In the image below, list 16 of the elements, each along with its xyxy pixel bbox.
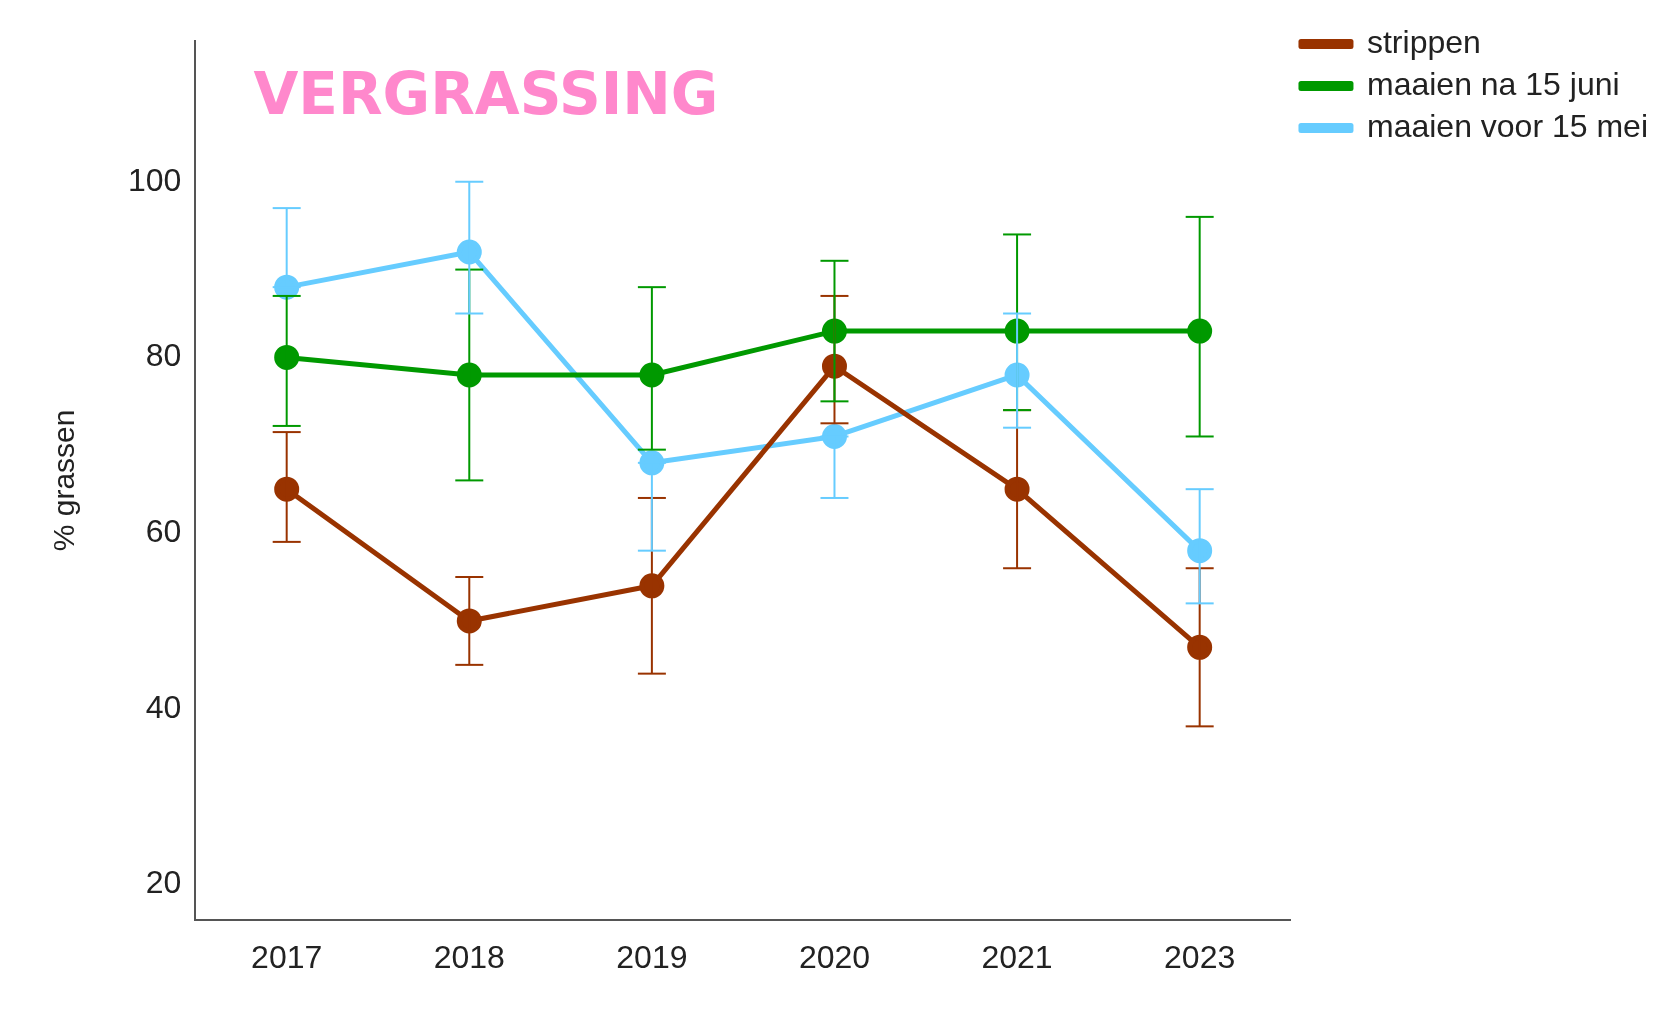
y-tick-label: 60 xyxy=(145,512,182,549)
y-axis-title: % grassen xyxy=(47,409,81,552)
chart-title: VERGRASSING xyxy=(253,60,719,129)
legend-label: maaien na 15 juni xyxy=(1366,65,1620,102)
legend-label: maaien voor 15 mei xyxy=(1366,107,1648,144)
x-tick-label: 2020 xyxy=(798,938,871,975)
x-tick-label: 2023 xyxy=(1164,938,1236,975)
y-tick-label: 20 xyxy=(145,864,182,901)
x-tick-label: 2017 xyxy=(251,938,323,975)
y-tick-label: 100 xyxy=(128,161,182,198)
y-tick-label: 80 xyxy=(145,337,182,374)
legend-label: strippen xyxy=(1366,23,1481,60)
x-tick-label: 2019 xyxy=(616,938,688,975)
x-tick-label: 2021 xyxy=(981,938,1053,975)
y-tick-label: 40 xyxy=(145,688,182,725)
x-tick-label: 2018 xyxy=(433,938,505,975)
